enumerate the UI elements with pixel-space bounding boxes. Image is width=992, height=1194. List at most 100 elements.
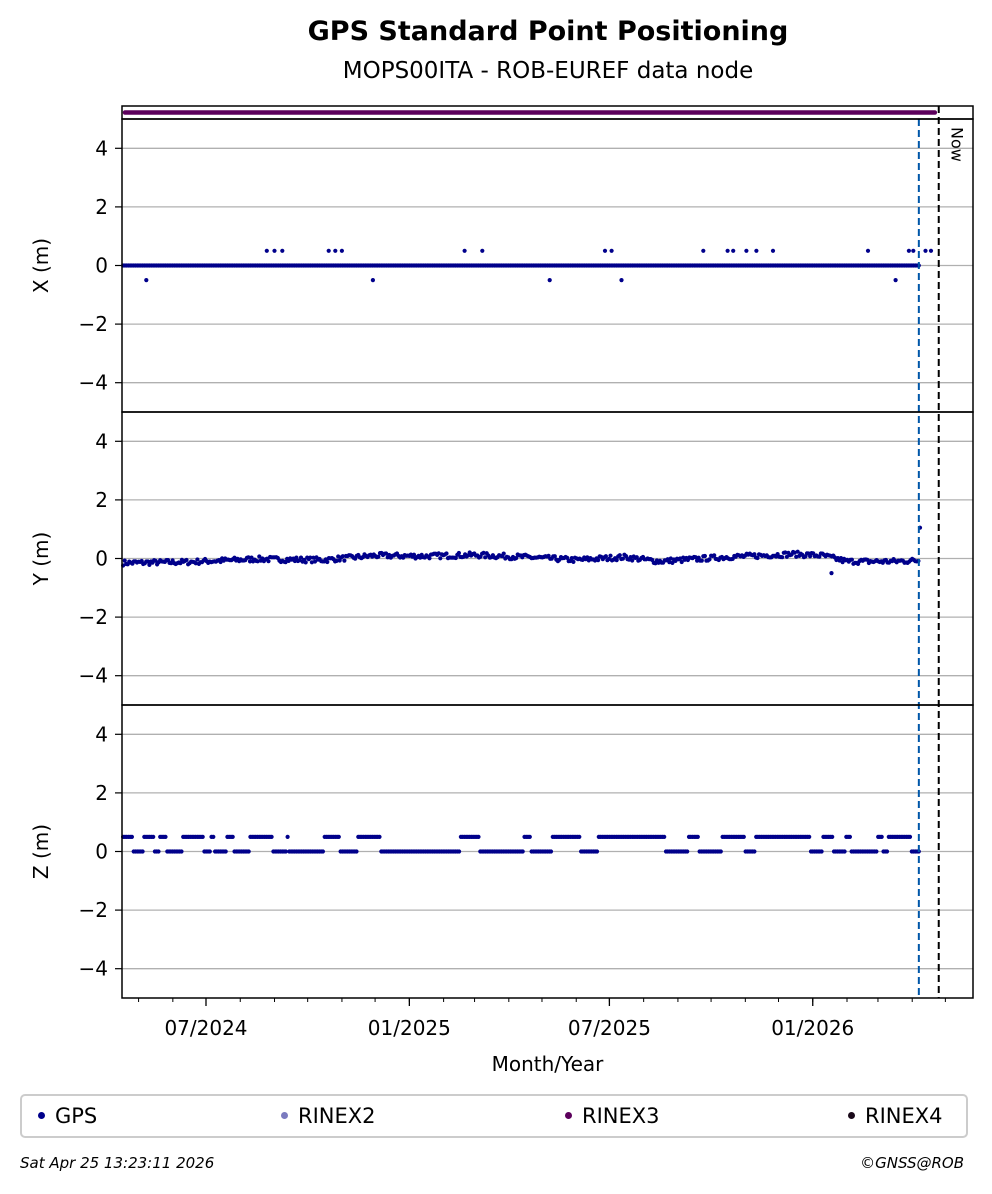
- z-point: [223, 849, 228, 854]
- z-point: [884, 849, 890, 854]
- legend-label-rinex4: RINEX4: [865, 1104, 943, 1128]
- y-outlier-point: [829, 571, 834, 576]
- x-outlier-point: [462, 248, 467, 253]
- z-point: [520, 849, 525, 854]
- y-point: [298, 555, 304, 560]
- z-point: [179, 849, 184, 854]
- y-axis-label: Y (m): [29, 532, 53, 587]
- legend-label-rinex3: RINEX3: [582, 1104, 660, 1128]
- y-tick-label: 0: [95, 547, 108, 571]
- y-tick-label: 0: [95, 254, 108, 278]
- y-tick-label: 4: [95, 429, 108, 453]
- y-point: [840, 560, 845, 565]
- z-point: [527, 834, 532, 840]
- x-series: [121, 248, 934, 283]
- z-point: [718, 849, 723, 854]
- z-point: [457, 849, 462, 854]
- y-point: [342, 558, 347, 563]
- x-outlier-point: [547, 278, 552, 283]
- z-point: [476, 834, 481, 840]
- z-point: [819, 849, 824, 854]
- x-outlier-point: [280, 248, 285, 253]
- x-outlier-point: [865, 248, 871, 253]
- z-point: [377, 834, 382, 840]
- z-point: [200, 834, 205, 840]
- y-tick-label: −4: [79, 957, 108, 981]
- z-point: [662, 834, 667, 840]
- z-point: [156, 849, 161, 854]
- x-tick-label: 01/2026: [771, 1016, 854, 1040]
- legend-item-rinex3: RINEX3: [565, 1104, 660, 1128]
- y-point: [569, 556, 574, 561]
- panel-frame: [121, 704, 974, 999]
- y-point: [679, 559, 684, 565]
- y-point: [312, 559, 318, 564]
- y-point: [303, 560, 308, 565]
- y-point: [630, 558, 635, 563]
- y-point: [501, 551, 506, 556]
- y-point: [483, 555, 488, 560]
- legend: GPS RINEX2 RINEX3 RINEX4: [20, 1094, 968, 1138]
- x-outlier-point: [480, 248, 485, 253]
- legend-marker-rinex2: [281, 1111, 288, 1119]
- legend-item-gps: GPS: [38, 1104, 97, 1128]
- z-point: [129, 834, 134, 840]
- y-tick-label: −2: [79, 605, 108, 629]
- y-point: [634, 555, 639, 560]
- x-outlier-point: [754, 248, 759, 253]
- x-outlier-point: [731, 248, 736, 253]
- y-point: [670, 560, 675, 566]
- y-point: [603, 554, 609, 559]
- z-point: [685, 849, 690, 854]
- z-point: [246, 849, 251, 854]
- y-point: [617, 553, 622, 558]
- z-point: [354, 849, 359, 854]
- y-tick-label: −4: [79, 664, 108, 688]
- y-point: [340, 554, 345, 559]
- z-point: [211, 834, 216, 840]
- x-outlier-point: [602, 248, 608, 253]
- y-point: [308, 555, 313, 560]
- y-point: [596, 558, 601, 563]
- y-point: [195, 557, 200, 562]
- z-point: [741, 834, 746, 840]
- y-point: [712, 553, 717, 558]
- z-point: [752, 849, 757, 854]
- y-point: [780, 555, 785, 560]
- y-point: [514, 556, 519, 561]
- y-tick-label: 4: [95, 136, 108, 160]
- y-point: [249, 555, 254, 560]
- y-axis-label: Z (m): [29, 824, 53, 879]
- chart-title: GPS Standard Point Positioning: [307, 16, 789, 47]
- z-point: [207, 849, 212, 854]
- y-point: [337, 558, 342, 563]
- z-point: [807, 834, 812, 840]
- z-point: [842, 849, 847, 854]
- x-axis-label: Month/Year: [492, 1052, 605, 1076]
- y-point: [292, 558, 297, 564]
- x-tick-label: 07/2024: [164, 1016, 247, 1040]
- x-outlier-point: [911, 248, 916, 253]
- y-tick-label: −2: [79, 312, 108, 336]
- y-tick-label: 4: [95, 722, 108, 746]
- y-point: [784, 554, 790, 559]
- z-point: [163, 834, 168, 840]
- y-tick-label: 2: [95, 488, 108, 512]
- y-tick-label: 2: [95, 781, 108, 805]
- x-outlier-point: [339, 248, 344, 253]
- z-point: [151, 834, 156, 840]
- legend-marker-gps: [38, 1111, 45, 1119]
- x-outlier-point: [906, 248, 912, 253]
- x-outlier-point: [770, 248, 776, 253]
- y-point: [808, 554, 813, 559]
- y-point: [444, 551, 449, 556]
- z-point: [230, 834, 235, 840]
- y-tick-label: 0: [95, 840, 108, 864]
- y-point: [693, 555, 698, 560]
- x-outlier-point: [701, 248, 706, 253]
- y-point: [334, 558, 339, 564]
- x-outlier-point: [272, 248, 277, 253]
- z-point: [269, 834, 274, 840]
- footer-credit: ©GNSS@ROB: [860, 1154, 964, 1172]
- y-point: [411, 552, 417, 557]
